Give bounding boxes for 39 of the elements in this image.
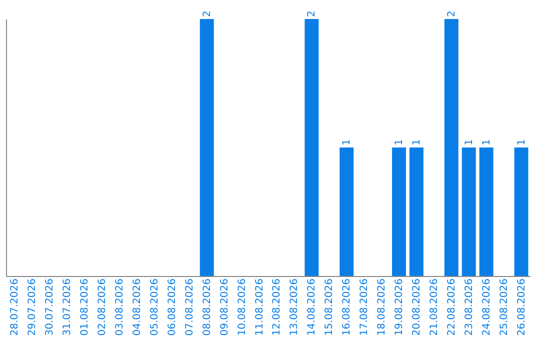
x-tick-label: 09.08.2026 — [219, 278, 230, 336]
data-label: 2 — [306, 10, 318, 17]
data-label: 1 — [464, 139, 475, 146]
x-tick-label: 16.08.2026 — [342, 278, 353, 336]
x-tick-label: 13.08.2026 — [289, 278, 300, 336]
data-label: 2 — [446, 10, 458, 17]
x-tick-label: 30.07.2026 — [44, 278, 56, 336]
x-tick-label: 14.08.2026 — [306, 278, 318, 336]
x-tick-label: 04.08.2026 — [132, 278, 143, 336]
x-tick-label: 07.08.2026 — [184, 278, 196, 336]
x-tick-label: 11.08.2026 — [254, 278, 266, 336]
x-tick-label: 17.08.2026 — [359, 278, 370, 336]
x-tick-label: 28.07.2026 — [10, 278, 21, 336]
x-tick-label: 22.08.2026 — [446, 278, 458, 336]
x-tick-label: 20.08.2026 — [411, 278, 422, 336]
data-label: 1 — [481, 139, 492, 146]
data-label: 1 — [342, 139, 353, 146]
x-tick-label: 31.07.2026 — [62, 278, 74, 336]
x-tick-label: 12.08.2026 — [272, 278, 283, 336]
x-tick-label: 15.08.2026 — [324, 278, 336, 336]
x-tick-label: 18.08.2026 — [376, 278, 388, 336]
data-label: 2 — [202, 10, 213, 17]
x-tick-label: 26.08.2026 — [516, 278, 528, 336]
data-label: 1 — [394, 139, 405, 146]
data-label: 1 — [516, 139, 528, 146]
x-tick-label: 03.08.2026 — [114, 278, 126, 336]
x-tick-label: 23.08.2026 — [464, 278, 475, 336]
x-tick-label: 06.08.2026 — [166, 278, 178, 336]
x-tick-label: 21.08.2026 — [428, 278, 440, 336]
x-tick-label: 05.08.2026 — [149, 278, 160, 336]
x-tick-label: 25.08.2026 — [498, 278, 510, 336]
x-tick-label: 10.08.2026 — [236, 278, 248, 336]
x-tick-label: 29.07.2026 — [27, 278, 38, 336]
x-tick-label: 02.08.2026 — [97, 278, 108, 336]
x-tick-label: 19.08.2026 — [394, 278, 405, 336]
x-tick-label: 24.08.2026 — [481, 278, 492, 336]
x-tick-label: 01.08.2026 — [80, 278, 91, 336]
data-label: 1 — [411, 139, 422, 146]
x-tick-label: 08.08.2026 — [202, 278, 213, 336]
